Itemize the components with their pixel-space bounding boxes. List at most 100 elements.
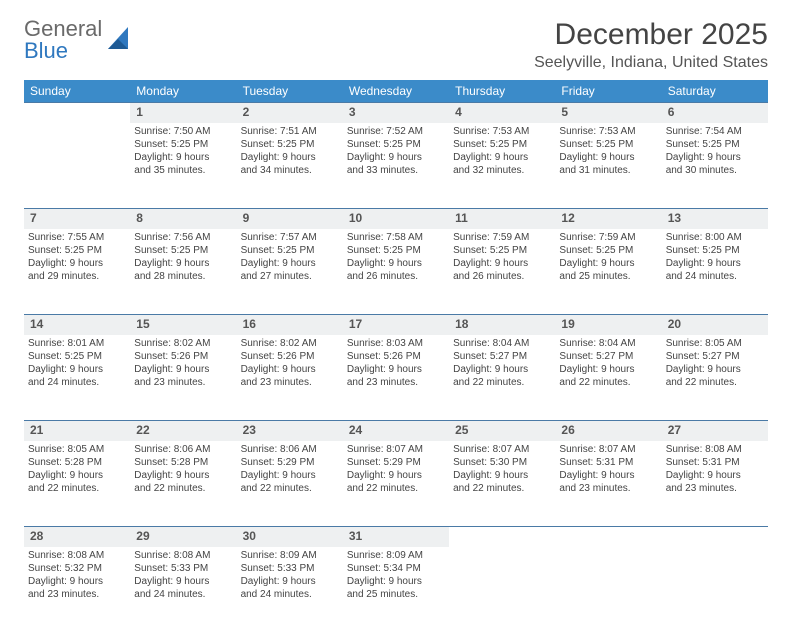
brand-logo: General Blue xyxy=(24,18,134,62)
day-number: 22 xyxy=(130,421,236,441)
day-number xyxy=(24,103,130,123)
sunrise-text: Sunrise: 7:55 AM xyxy=(28,231,126,244)
sunset-text: Sunset: 5:26 PM xyxy=(347,350,445,363)
day-number: 3 xyxy=(343,103,449,123)
day-cell: Sunrise: 8:08 AMSunset: 5:32 PMDaylight:… xyxy=(24,547,130,633)
day2-text: and 31 minutes. xyxy=(559,164,657,177)
day2-text: and 35 minutes. xyxy=(134,164,232,177)
weekday-header: Sunday xyxy=(24,80,130,103)
day2-text: and 22 minutes. xyxy=(666,376,764,389)
location-text: Seelyville, Indiana, United States xyxy=(534,54,768,72)
day1-text: Daylight: 9 hours xyxy=(28,363,126,376)
day2-text: and 28 minutes. xyxy=(134,270,232,283)
daynum-row: 78910111213 xyxy=(24,209,768,229)
day-number: 5 xyxy=(555,103,661,123)
content-row: Sunrise: 7:55 AMSunset: 5:25 PMDaylight:… xyxy=(24,229,768,315)
sunrise-text: Sunrise: 8:08 AM xyxy=(28,549,126,562)
day1-text: Daylight: 9 hours xyxy=(666,469,764,482)
day1-text: Daylight: 9 hours xyxy=(453,469,551,482)
sunset-text: Sunset: 5:25 PM xyxy=(666,244,764,257)
day2-text: and 23 minutes. xyxy=(134,376,232,389)
day-cell: Sunrise: 8:05 AMSunset: 5:27 PMDaylight:… xyxy=(662,335,768,421)
day-cell: Sunrise: 7:57 AMSunset: 5:25 PMDaylight:… xyxy=(237,229,343,315)
sunrise-text: Sunrise: 8:09 AM xyxy=(241,549,339,562)
sunset-text: Sunset: 5:33 PM xyxy=(134,562,232,575)
day-number: 2 xyxy=(237,103,343,123)
day-cell: Sunrise: 8:04 AMSunset: 5:27 PMDaylight:… xyxy=(555,335,661,421)
sunrise-text: Sunrise: 7:58 AM xyxy=(347,231,445,244)
day2-text: and 22 minutes. xyxy=(28,482,126,495)
sunrise-text: Sunrise: 8:05 AM xyxy=(666,337,764,350)
sunrise-text: Sunrise: 8:09 AM xyxy=(347,549,445,562)
day1-text: Daylight: 9 hours xyxy=(559,363,657,376)
day-number: 10 xyxy=(343,209,449,229)
day-number: 18 xyxy=(449,315,555,335)
day-number: 28 xyxy=(24,527,130,547)
day-cell: Sunrise: 8:01 AMSunset: 5:25 PMDaylight:… xyxy=(24,335,130,421)
sunset-text: Sunset: 5:33 PM xyxy=(241,562,339,575)
sunrise-text: Sunrise: 8:07 AM xyxy=(453,443,551,456)
sunrise-text: Sunrise: 8:08 AM xyxy=(134,549,232,562)
day2-text: and 22 minutes. xyxy=(134,482,232,495)
day-cell: Sunrise: 7:59 AMSunset: 5:25 PMDaylight:… xyxy=(449,229,555,315)
day1-text: Daylight: 9 hours xyxy=(28,575,126,588)
day2-text: and 23 minutes. xyxy=(559,482,657,495)
header: General Blue December 2025 Seelyville, I… xyxy=(24,18,768,72)
day-number: 31 xyxy=(343,527,449,547)
day-number xyxy=(449,527,555,547)
sunset-text: Sunset: 5:34 PM xyxy=(347,562,445,575)
day-number: 30 xyxy=(237,527,343,547)
sunset-text: Sunset: 5:25 PM xyxy=(559,138,657,151)
weekday-header: Saturday xyxy=(662,80,768,103)
day1-text: Daylight: 9 hours xyxy=(134,363,232,376)
day1-text: Daylight: 9 hours xyxy=(453,257,551,270)
sunrise-text: Sunrise: 8:08 AM xyxy=(666,443,764,456)
day-cell: Sunrise: 8:06 AMSunset: 5:29 PMDaylight:… xyxy=(237,441,343,527)
sunset-text: Sunset: 5:31 PM xyxy=(559,456,657,469)
sunrise-text: Sunrise: 8:07 AM xyxy=(347,443,445,456)
day2-text: and 26 minutes. xyxy=(347,270,445,283)
day1-text: Daylight: 9 hours xyxy=(28,257,126,270)
day1-text: Daylight: 9 hours xyxy=(347,257,445,270)
day2-text: and 24 minutes. xyxy=(134,588,232,601)
day1-text: Daylight: 9 hours xyxy=(666,257,764,270)
day-cell: Sunrise: 7:54 AMSunset: 5:25 PMDaylight:… xyxy=(662,123,768,209)
sunset-text: Sunset: 5:25 PM xyxy=(241,244,339,257)
day-cell: Sunrise: 8:08 AMSunset: 5:31 PMDaylight:… xyxy=(662,441,768,527)
day-cell: Sunrise: 8:07 AMSunset: 5:29 PMDaylight:… xyxy=(343,441,449,527)
sunrise-text: Sunrise: 7:53 AM xyxy=(453,125,551,138)
day-number: 1 xyxy=(130,103,236,123)
day2-text: and 32 minutes. xyxy=(453,164,551,177)
day2-text: and 34 minutes. xyxy=(241,164,339,177)
sunrise-text: Sunrise: 8:05 AM xyxy=(28,443,126,456)
day1-text: Daylight: 9 hours xyxy=(347,363,445,376)
sunrise-text: Sunrise: 8:04 AM xyxy=(453,337,551,350)
day-cell xyxy=(24,123,130,209)
sunset-text: Sunset: 5:29 PM xyxy=(241,456,339,469)
sunrise-text: Sunrise: 7:56 AM xyxy=(134,231,232,244)
day-cell: Sunrise: 8:04 AMSunset: 5:27 PMDaylight:… xyxy=(449,335,555,421)
day-cell: Sunrise: 7:59 AMSunset: 5:25 PMDaylight:… xyxy=(555,229,661,315)
day2-text: and 33 minutes. xyxy=(347,164,445,177)
day-cell: Sunrise: 8:09 AMSunset: 5:34 PMDaylight:… xyxy=(343,547,449,633)
sunrise-text: Sunrise: 8:04 AM xyxy=(559,337,657,350)
sunset-text: Sunset: 5:27 PM xyxy=(559,350,657,363)
sunset-text: Sunset: 5:29 PM xyxy=(347,456,445,469)
day1-text: Daylight: 9 hours xyxy=(134,575,232,588)
day-cell: Sunrise: 7:52 AMSunset: 5:25 PMDaylight:… xyxy=(343,123,449,209)
day1-text: Daylight: 9 hours xyxy=(559,151,657,164)
day-number: 14 xyxy=(24,315,130,335)
day-number xyxy=(555,527,661,547)
title-block: December 2025 Seelyville, Indiana, Unite… xyxy=(534,18,768,72)
day1-text: Daylight: 9 hours xyxy=(347,575,445,588)
day2-text: and 23 minutes. xyxy=(347,376,445,389)
day2-text: and 30 minutes. xyxy=(666,164,764,177)
day2-text: and 29 minutes. xyxy=(28,270,126,283)
day-number: 16 xyxy=(237,315,343,335)
sunset-text: Sunset: 5:30 PM xyxy=(453,456,551,469)
day-cell: Sunrise: 8:08 AMSunset: 5:33 PMDaylight:… xyxy=(130,547,236,633)
sunrise-text: Sunrise: 8:02 AM xyxy=(241,337,339,350)
sunrise-text: Sunrise: 7:54 AM xyxy=(666,125,764,138)
day1-text: Daylight: 9 hours xyxy=(134,469,232,482)
day2-text: and 23 minutes. xyxy=(28,588,126,601)
